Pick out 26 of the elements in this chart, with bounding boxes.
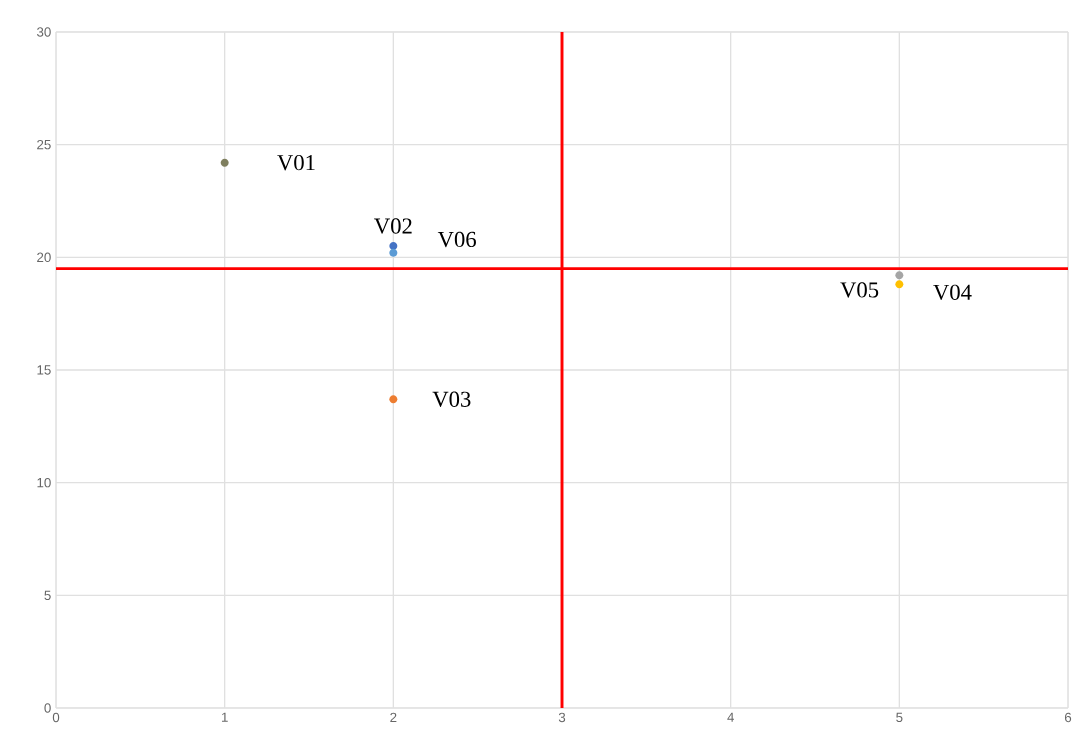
x-tick-label: 2 bbox=[390, 712, 397, 723]
y-tick-label: 30 bbox=[36, 27, 51, 37]
y-tick-label: 20 bbox=[37, 252, 51, 263]
y-tick-label: 0 bbox=[44, 703, 51, 713]
series-label: V04 bbox=[933, 284, 972, 301]
series-label: V06 bbox=[437, 231, 476, 248]
series-label: V02 bbox=[374, 218, 412, 234]
x-tick-label: 0 bbox=[52, 712, 60, 723]
y-tick-label: 5 bbox=[44, 590, 51, 600]
series-label: V05 bbox=[840, 282, 879, 298]
point bbox=[389, 242, 398, 251]
point bbox=[389, 248, 398, 257]
x-tick-label: 4 bbox=[727, 712, 734, 722]
y-tick-label: 15 bbox=[37, 365, 51, 375]
point bbox=[895, 280, 904, 289]
series-label: V03 bbox=[432, 391, 471, 407]
x-tick-label: 6 bbox=[1064, 712, 1072, 723]
text: V01 bbox=[277, 154, 315, 171]
point bbox=[389, 395, 398, 404]
x-tick-label: 1 bbox=[221, 712, 228, 722]
x-tick-label: 3 bbox=[558, 712, 566, 723]
x-tick-label: 5 bbox=[896, 712, 903, 722]
point bbox=[895, 271, 904, 280]
y-tick-label: 10 bbox=[37, 477, 51, 488]
y-tick-label: 25 bbox=[37, 139, 51, 150]
point bbox=[220, 158, 229, 167]
